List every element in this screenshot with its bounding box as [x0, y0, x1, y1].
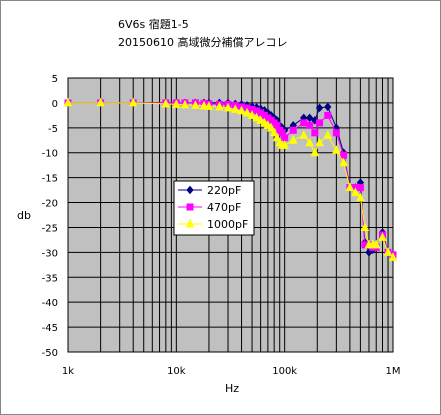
- y-tick-label: -45: [42, 323, 58, 334]
- data-point: [299, 130, 309, 139]
- data-point: [339, 157, 348, 167]
- y-tick-label: -20: [42, 199, 58, 210]
- x-tick-label: 1M: [386, 366, 401, 377]
- data-point: [172, 99, 181, 108]
- legend-label: 470pF: [207, 201, 241, 214]
- y-tick-label: 5: [52, 74, 58, 85]
- data-point: [223, 102, 233, 112]
- data-point: [272, 132, 282, 142]
- y-tick-label: -15: [42, 174, 58, 185]
- data-point: [204, 101, 214, 110]
- data-point: [63, 97, 73, 107]
- data-point: [324, 111, 332, 119]
- data-point: [360, 222, 370, 231]
- data-point: [371, 239, 381, 249]
- y-axis-label: db: [17, 209, 31, 222]
- chart-title-line-2: 20150610 高域微分補償アレコレ: [118, 35, 287, 49]
- y-tick-label: -40: [42, 298, 58, 309]
- y-tick-label: -35: [42, 273, 58, 284]
- y-tick-label: -50: [42, 348, 58, 359]
- data-point: [289, 126, 297, 134]
- y-tick-label: -25: [42, 223, 58, 234]
- data-point: [324, 102, 332, 112]
- data-point: [310, 147, 320, 157]
- data-point: [242, 107, 252, 117]
- data-point: [247, 110, 257, 119]
- legend-marker: [186, 185, 194, 195]
- legend: 220pF 470pF 1000pF: [173, 180, 255, 236]
- y-tick-label: -10: [42, 149, 58, 160]
- x-tick-label: 100k: [272, 366, 297, 377]
- data-point: [256, 115, 265, 124]
- x-axis-ticks: 1k 10k 100k 1M: [62, 366, 401, 377]
- series-2: [63, 97, 398, 261]
- data-point: [128, 97, 138, 107]
- y-tick-label: -30: [42, 248, 58, 259]
- data-point: [323, 130, 333, 139]
- data-point: [311, 129, 319, 137]
- data-point: [191, 100, 200, 109]
- x-axis-label: Hz: [225, 382, 239, 395]
- data-point: [305, 113, 314, 123]
- data-point: [332, 129, 340, 137]
- data-point: [388, 252, 398, 261]
- data-point: [356, 192, 365, 202]
- data-point: [269, 127, 279, 137]
- data-point: [300, 119, 308, 127]
- data-point: [199, 100, 209, 110]
- data-point: [266, 122, 276, 132]
- data-point: [316, 119, 324, 127]
- data-point: [237, 105, 246, 115]
- y-tick-label: -5: [48, 124, 58, 135]
- data-point: [230, 104, 240, 113]
- data-point: [340, 151, 348, 159]
- legend-marker: [185, 218, 195, 228]
- y-axis-ticks: 5 0 -5 -10 -15 -20 -25 -30 -35 -40 -45 -50: [42, 74, 58, 359]
- data-point: [356, 184, 364, 192]
- legend-marker: [186, 203, 194, 211]
- y-tick-label: 0: [52, 99, 58, 110]
- data-point: [315, 103, 324, 113]
- chart-title-line-1: 6V6s 宿題1-5: [118, 17, 189, 31]
- data-point: [281, 134, 289, 142]
- legend-label: 1000pF: [207, 218, 248, 231]
- data-point: [180, 99, 190, 109]
- data-point: [305, 137, 314, 147]
- data-point: [383, 247, 393, 256]
- x-tick-label: 10k: [167, 366, 186, 377]
- legend-label: 220pF: [207, 184, 241, 197]
- data-point: [345, 182, 355, 192]
- data-point: [378, 232, 387, 241]
- series-layer: [63, 97, 398, 261]
- data-point: [252, 112, 261, 122]
- x-tick-label: 1k: [62, 366, 74, 377]
- data-point: [161, 98, 171, 108]
- data-point: [306, 121, 314, 129]
- data-point: [351, 187, 360, 197]
- data-point: [315, 137, 324, 147]
- data-point: [332, 145, 341, 154]
- data-point: [280, 140, 289, 149]
- data-point: [288, 135, 298, 144]
- data-point: [215, 101, 224, 111]
- data-point: [96, 97, 105, 107]
